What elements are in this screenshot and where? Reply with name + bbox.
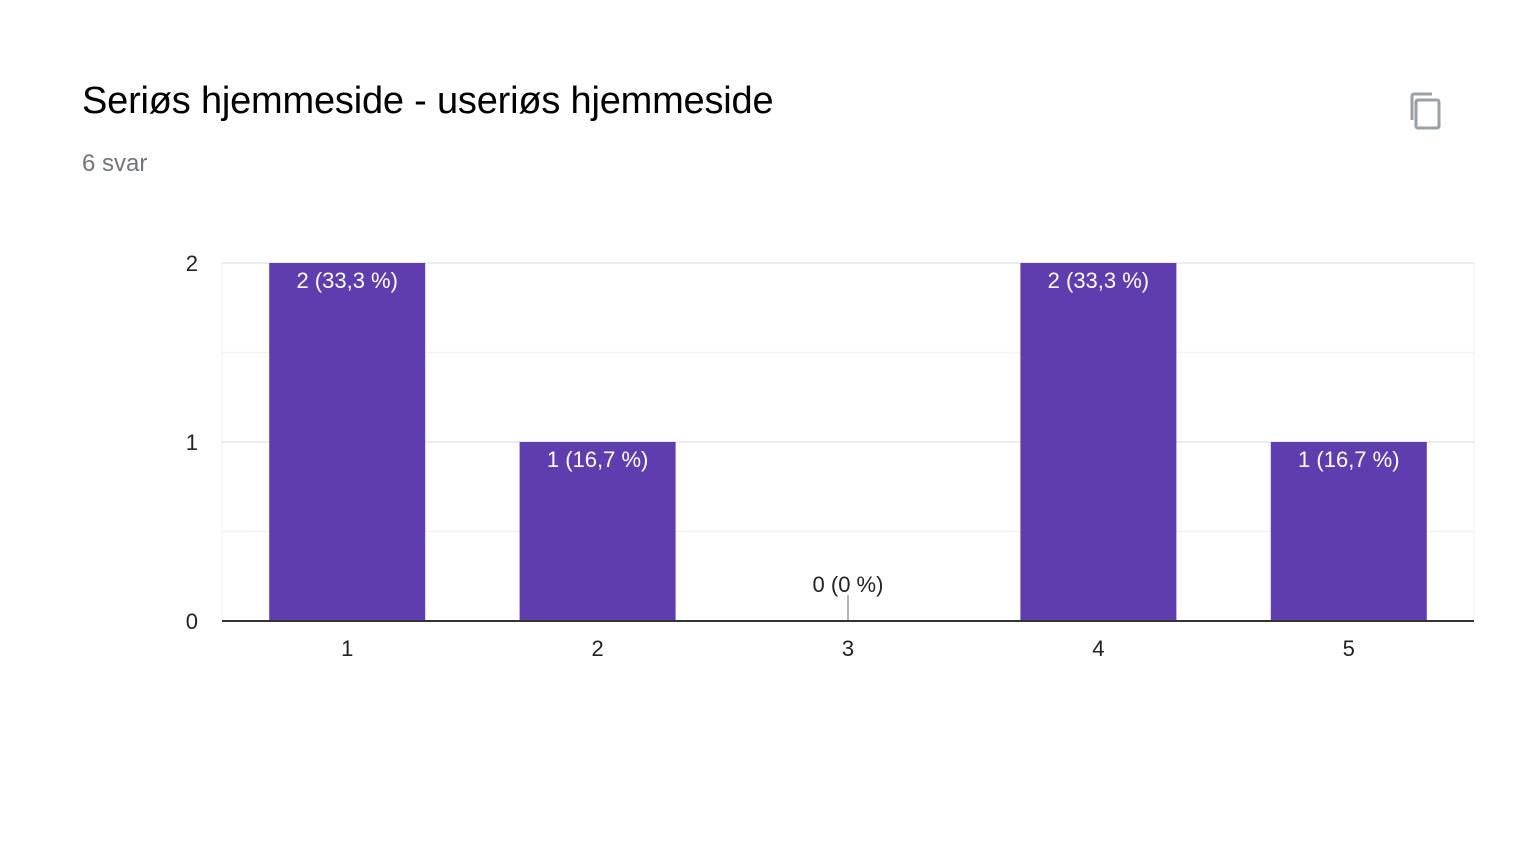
response-count: 6 svar <box>82 150 148 177</box>
copy-icon <box>1407 91 1443 131</box>
bar <box>1270 442 1427 621</box>
y-tick-label: 1 <box>186 430 198 455</box>
bar-data-label: 1 (16,7 %) <box>1298 447 1400 472</box>
bar-data-label: 2 (33,3 %) <box>1048 268 1150 293</box>
chart-title: Seriøs hjemmeside - useriøs hjemmeside <box>82 80 774 122</box>
copy-chart-button[interactable] <box>1398 84 1452 138</box>
x-tick-label: 5 <box>1343 636 1355 661</box>
x-tick-label: 2 <box>591 636 603 661</box>
bar <box>1020 263 1177 621</box>
bar <box>269 263 426 621</box>
x-tick-label: 4 <box>1092 636 1104 661</box>
y-tick-label: 0 <box>186 609 198 634</box>
x-tick-label: 1 <box>341 636 353 661</box>
bar <box>519 442 676 621</box>
x-tick-label: 3 <box>842 636 854 661</box>
bar-data-label: 0 (0 %) <box>813 572 884 597</box>
bar-data-label: 2 (33,3 %) <box>296 268 398 293</box>
bar-data-label: 1 (16,7 %) <box>547 447 649 472</box>
y-tick-label: 2 <box>186 251 198 276</box>
